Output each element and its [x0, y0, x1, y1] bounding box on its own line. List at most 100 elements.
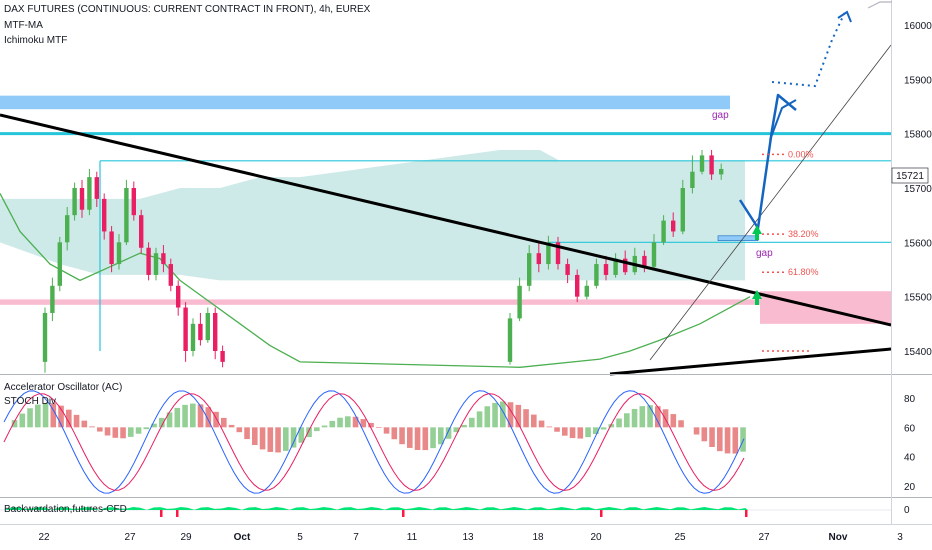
ac-histogram-bar: [531, 414, 537, 428]
candle-body: [642, 255, 647, 267]
ac-histogram-bar: [515, 404, 522, 428]
ac-histogram-bar: [221, 417, 227, 428]
projection-path: [738, 93, 797, 230]
ac-histogram-bar: [182, 404, 188, 428]
candle-body: [109, 231, 114, 265]
candle-body: [603, 264, 609, 275]
bottom-tick-label: 0: [904, 505, 910, 516]
candle-body: [131, 188, 136, 216]
candle-body: [517, 285, 522, 319]
ac-histogram-bar: [66, 409, 72, 428]
candle-body: [527, 253, 532, 286]
ac-histogram-bar: [399, 427, 405, 445]
ac-histogram-bar: [523, 409, 529, 428]
price-tick-label: 15800: [904, 130, 932, 141]
candle-body: [176, 285, 181, 308]
time-tick-label: 22: [38, 532, 50, 543]
ma-line: [0, 193, 751, 368]
time-tick-label: 11: [407, 532, 418, 543]
backwardation-red-bar: [176, 510, 179, 517]
ac-histogram-bar: [314, 427, 320, 432]
candle-body: [146, 247, 151, 275]
ac-histogram-bar: [701, 427, 708, 442]
candle-body: [680, 188, 685, 232]
last-price-text: 15721: [896, 171, 924, 182]
candle-body: [72, 188, 77, 216]
gap-label-lower: gap: [756, 248, 773, 259]
candle-body: [690, 171, 695, 188]
ac-histogram-bar: [352, 416, 359, 428]
price-pane[interactable]: gap gap 0.00% 38.20% 61.80%: [0, 0, 892, 376]
legend-stoch-div[interactable]: STOCH Div: [4, 396, 57, 407]
candle-body: [584, 285, 589, 297]
ac-histogram-bar: [213, 411, 219, 428]
ac-histogram-bar: [267, 427, 274, 452]
candle-body: [139, 215, 144, 248]
candle-body: [168, 264, 173, 286]
candle-body: [190, 323, 196, 351]
ac-histogram-bar: [693, 427, 700, 435]
ac-histogram-bar: [120, 427, 126, 439]
corner-widget-icon[interactable]: [867, 1, 892, 9]
projection-dotted-arrow: [837, 10, 852, 23]
candle-body: [94, 177, 99, 199]
ac-histogram-bar: [143, 427, 150, 430]
ac-histogram-bar: [624, 413, 630, 428]
ac-histogram-bar: [205, 407, 212, 428]
oscillator-pane[interactable]: [3, 390, 746, 494]
oscillator-tick-label: 80: [904, 394, 916, 405]
legend-mtf-ma[interactable]: MTF-MA: [4, 20, 43, 31]
candle-body: [116, 242, 122, 265]
ac-histogram-bar: [600, 427, 607, 430]
ac-histogram-bar: [174, 407, 181, 428]
ac-histogram-bar: [360, 419, 367, 428]
candle-body: [613, 258, 618, 275]
ac-histogram-bar: [283, 427, 289, 451]
ac-histogram-bar: [345, 416, 351, 428]
ac-histogram-bar: [422, 427, 429, 451]
price-axis[interactable]: 16000 15900 15800 15700 15600 15500 15400: [904, 21, 932, 358]
ac-histogram-bar: [500, 401, 506, 428]
up-arrow-icon: [752, 225, 762, 240]
ac-histogram-bar: [321, 425, 328, 428]
ac-histogram-bar: [391, 427, 398, 440]
candle-body: [546, 242, 551, 265]
legend-symbol[interactable]: DAX FUTURES (CONTINUOUS: CURRENT CONTRAC…: [4, 4, 371, 15]
ac-histogram-bar: [27, 408, 33, 428]
candle-body: [57, 242, 62, 286]
ac-histogram-bar: [438, 427, 444, 445]
time-tick-label: 5: [297, 532, 303, 543]
ac-histogram-bar: [616, 418, 622, 428]
legend-accelerator-oscillator[interactable]: Accelerator Oscillator (AC): [4, 382, 123, 393]
ac-histogram-bar: [236, 427, 243, 433]
candle-body: [79, 188, 85, 210]
gap-label-upper: gap: [712, 110, 729, 121]
ac-histogram-bar: [306, 427, 312, 438]
ac-histogram-bar: [461, 424, 467, 428]
legend-ichimoku[interactable]: Ichimoku MTF: [4, 35, 68, 46]
legend-backwardation[interactable]: Backwardation,futures-CFD: [4, 504, 127, 515]
projection-arrow: [769, 99, 797, 141]
gap-band-upper: [0, 95, 730, 110]
candle-body: [220, 351, 225, 362]
time-tick-label: 3: [897, 532, 903, 543]
candle-body: [507, 318, 513, 362]
oscillator-axis[interactable]: 80 60 40 20 0: [904, 394, 916, 516]
backwardation-pane[interactable]: [0, 507, 891, 517]
fib-label: 61.80%: [788, 267, 819, 277]
time-axis[interactable]: 22 27 29 Oct 5 7 11 13 18 20 25 27 Nov 3: [38, 532, 903, 543]
oscillator-tick-label: 60: [904, 423, 916, 434]
ac-histogram-bar: [128, 427, 134, 437]
candles: [42, 149, 724, 373]
ac-histogram-bar: [151, 423, 157, 428]
candle-body: [709, 155, 714, 175]
ac-histogram-bar: [469, 417, 475, 428]
ac-histogram-bar: [484, 406, 491, 428]
ma-path: [0, 193, 751, 368]
ascending-trendline: [609, 347, 892, 376]
candle-body: [536, 253, 541, 265]
ac-histogram-bar: [593, 427, 599, 435]
ac-histogram-bar: [89, 426, 95, 428]
ac-histogram-bar: [585, 427, 591, 438]
